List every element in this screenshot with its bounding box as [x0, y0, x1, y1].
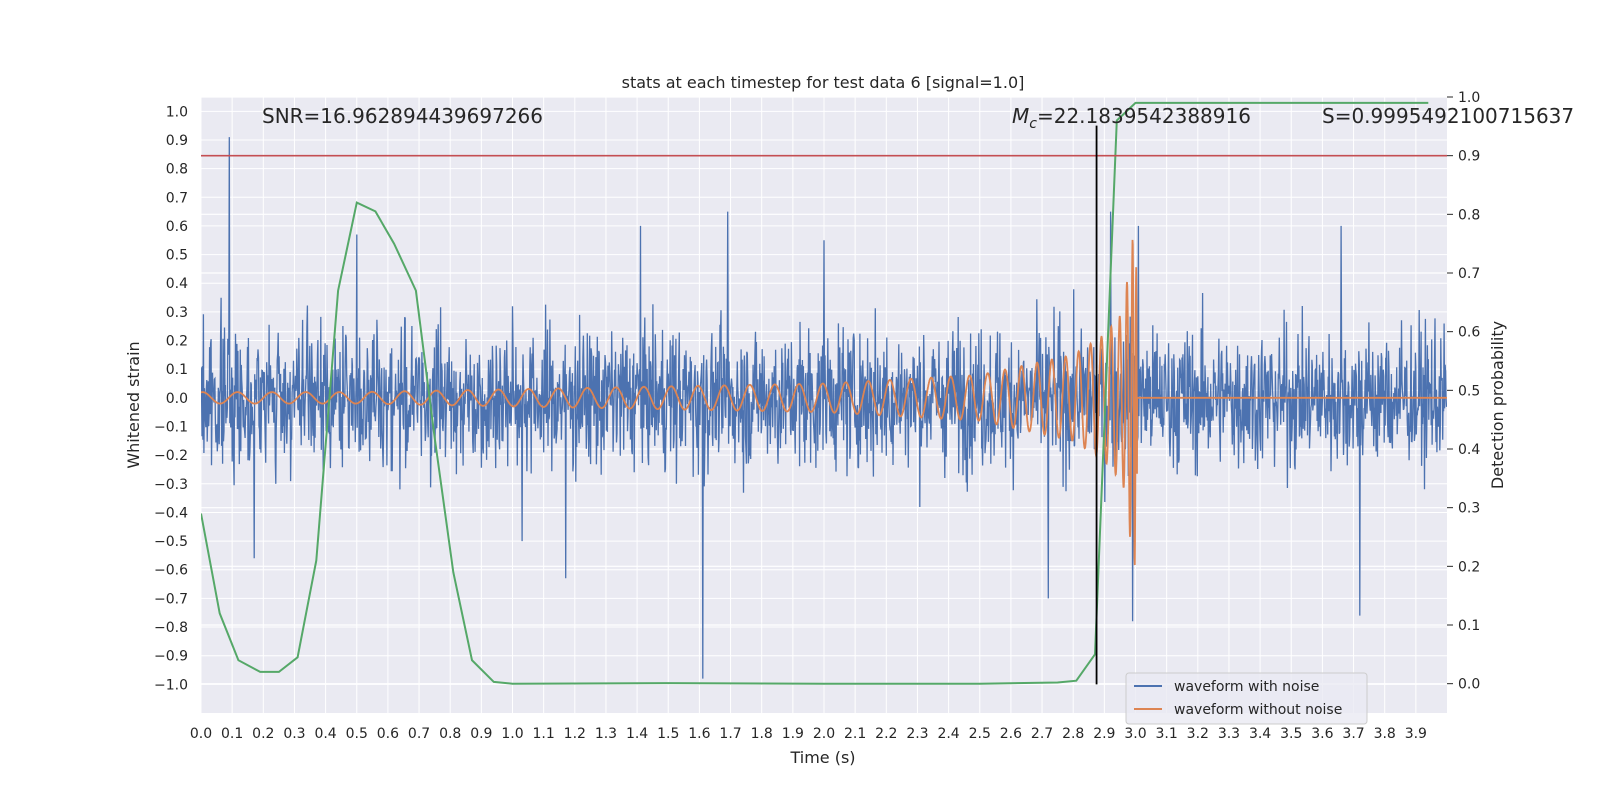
x-tick-label: 3.2 [1187, 726, 1209, 742]
clean-waveform-line [201, 239, 1447, 566]
y-tick-label: 0.3 [166, 305, 188, 321]
y-tick-label: 0.8 [166, 162, 188, 178]
x-tick-label: 2.3 [906, 726, 928, 742]
x-tick-label: 2.8 [1062, 726, 1084, 742]
x-tick-label: 1.8 [751, 726, 773, 742]
x-tick-label: 1.2 [564, 726, 586, 742]
x-tick-label: 3.0 [1124, 726, 1146, 742]
legend: waveform with noise waveform without noi… [1125, 672, 1368, 725]
x-tick-label: 2.1 [844, 726, 866, 742]
legend-label-noisy: waveform with noise [1174, 679, 1319, 695]
snr-annotation: SNR=16.962894439697266 [262, 104, 543, 128]
y-right-tick-label: 0.0 [1458, 677, 1480, 693]
y-tick-label: 0.7 [166, 190, 188, 206]
x-tick-label: 1.6 [688, 726, 710, 742]
y-tick-label: −0.1 [154, 419, 188, 435]
x-tick-label: 2.5 [969, 726, 991, 742]
y-tick-label: 0.0 [166, 391, 188, 407]
probability-line [201, 101, 1429, 685]
x-tick-label: 0.5 [346, 726, 368, 742]
y-tick-label: −0.2 [154, 448, 188, 464]
x-tick-label: 1.5 [657, 726, 679, 742]
y-right-axis-label: Detection probability [1488, 321, 1507, 489]
y-tick-label: −0.7 [154, 591, 188, 607]
x-tick-label: 3.1 [1156, 726, 1178, 742]
x-tick-label: 1.3 [595, 726, 617, 742]
y-right-tick-label: 0.5 [1458, 383, 1480, 399]
x-tick-label: 3.5 [1280, 726, 1302, 742]
y-right-tick-label: 0.8 [1458, 207, 1480, 223]
y-right-tick-label: 1.0 [1458, 90, 1480, 106]
x-tick-label: 3.3 [1218, 726, 1240, 742]
x-tick-labels: 0.0 0.1 0.2 0.3 0.4 0.5 0.6 0.7 0.8 0.9 1.0 1.1 1.2 1… [190, 726, 1427, 742]
series-waveform-with-noise [201, 137, 1447, 679]
x-axis-label: Time (s) [789, 748, 855, 767]
y-tick-label: −0.8 [154, 620, 188, 636]
y-tick-label: 0.4 [166, 276, 188, 292]
x-tick-label: 3.6 [1311, 726, 1333, 742]
x-tick-label: 1.4 [626, 726, 648, 742]
y-right-tick-label: 0.9 [1458, 149, 1480, 165]
x-tick-label: 1.1 [533, 726, 555, 742]
x-tick-label: 3.9 [1405, 726, 1427, 742]
x-tick-label: 1.9 [782, 726, 804, 742]
x-tick-label: 3.8 [1374, 726, 1396, 742]
x-tick-label: 3.4 [1249, 726, 1271, 742]
y-tick-label: 1.0 [166, 104, 188, 120]
y-tick-label: 0.5 [166, 248, 188, 264]
reference-lines [201, 125, 1447, 685]
series-detection-probability [201, 101, 1429, 685]
y-axis-label: Whitened strain [124, 341, 143, 468]
y-right-tick-labels: 1.0 0.9 0.8 0.7 0.6 0.5 0.4 0.3 0.2 0.1 0.0 [1447, 90, 1480, 693]
y-tick-label: −0.3 [154, 477, 188, 493]
x-tick-label: 0.8 [439, 726, 461, 742]
x-tick-label: 0.9 [470, 726, 492, 742]
x-tick-label: 2.4 [937, 726, 959, 742]
x-tick-label: 0.2 [252, 726, 274, 742]
y-tick-label: 0.6 [166, 219, 188, 235]
chirp-mass-subscript: c [1029, 116, 1037, 132]
x-tick-label: 2.7 [1031, 726, 1053, 742]
y-tick-label: −0.4 [154, 505, 188, 521]
y-tick-label: 0.9 [166, 133, 188, 149]
chart-title: stats at each timestep for test data 6 [… [622, 73, 1025, 92]
x-tick-label: 0.6 [377, 726, 399, 742]
x-tick-label: 0.0 [190, 726, 212, 742]
y-right-tick-label: 0.7 [1458, 266, 1480, 282]
x-tick-label: 2.2 [875, 726, 897, 742]
x-tick-label: 2.6 [1000, 726, 1022, 742]
y-right-tick-label: 0.2 [1458, 559, 1480, 575]
legend-label-clean: waveform without noise [1174, 702, 1342, 718]
y-tick-label: −1.0 [154, 677, 188, 693]
x-tick-label: 3.7 [1342, 726, 1364, 742]
x-tick-label: 0.7 [408, 726, 430, 742]
x-tick-label: 0.4 [314, 726, 336, 742]
score-annotation: S=0.9995492100715637 [1322, 104, 1574, 128]
chirp-mass-annotation: Mc=22.1839542388916 [1012, 104, 1251, 132]
y-right-tick-label: 0.6 [1458, 325, 1480, 341]
y-tick-label: 0.1 [166, 362, 188, 378]
y-right-tick-label: 0.3 [1458, 501, 1480, 517]
noisy-waveform-line [201, 137, 1447, 679]
y-tick-label: −0.5 [154, 534, 188, 550]
y-right-tick-label: 0.1 [1458, 618, 1480, 634]
y-tick-label: −0.6 [154, 563, 188, 579]
x-tick-label: 0.3 [283, 726, 305, 742]
chirp-mass-value: =22.1839542388916 [1037, 104, 1251, 128]
series-waveform-without-noise [201, 239, 1447, 566]
y-tick-label: −0.9 [154, 649, 188, 665]
y-tick-labels: 1.0 0.9 0.8 0.7 0.6 0.5 0.4 0.3 0.2 0.1 0.0 −0.1 −0.… [154, 104, 188, 693]
x-tick-label: 2.9 [1093, 726, 1115, 742]
chirp-mass-symbol: M [1012, 104, 1029, 128]
y-tick-label: 0.2 [166, 334, 188, 350]
legend-box [1125, 672, 1368, 725]
y-right-tick-label: 0.4 [1458, 442, 1480, 458]
x-tick-label: 1.0 [501, 726, 523, 742]
x-tick-label: 0.1 [221, 726, 243, 742]
x-tick-label: 2.0 [813, 726, 835, 742]
x-tick-label: 1.7 [719, 726, 741, 742]
